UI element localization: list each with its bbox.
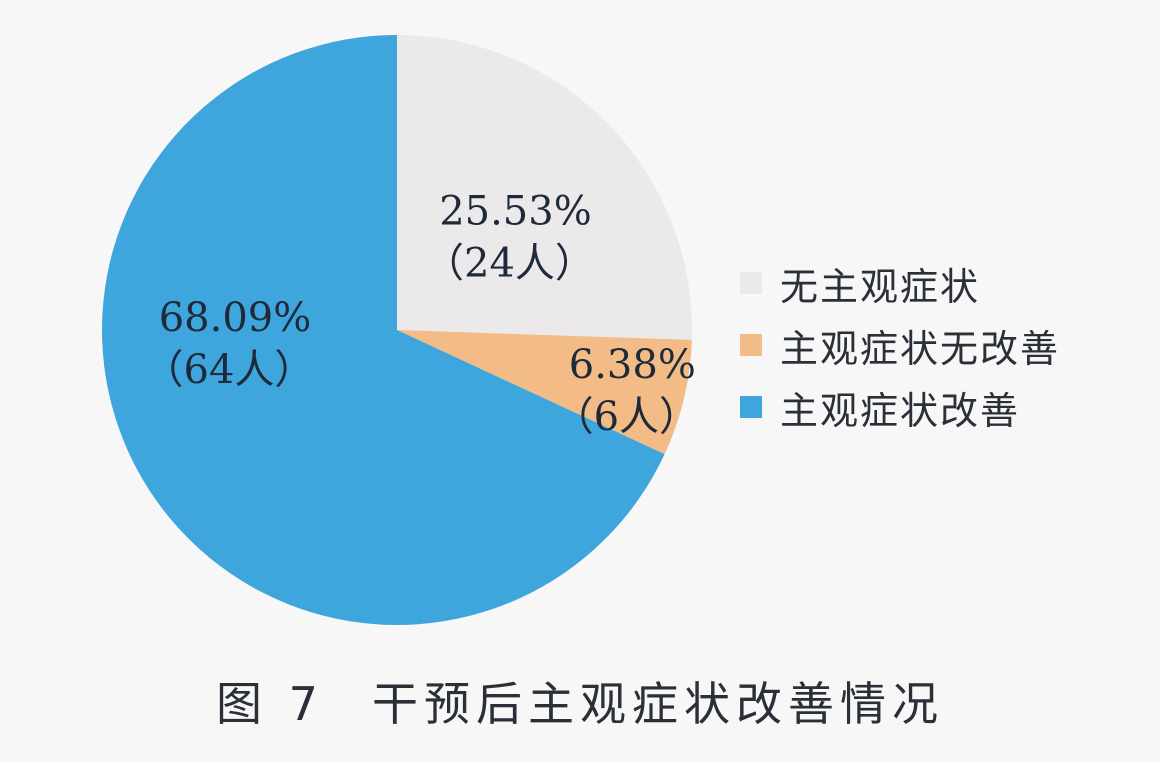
pie-labels: 25.53% （24人） 6.38% （6人） 68.09% （64人）	[144, 189, 699, 441]
slice-percent-label-no-symptom: 25.53%	[439, 189, 592, 235]
legend-item-no-symptom: 无主观症状	[740, 252, 1060, 314]
figure-number: 图 7	[216, 677, 324, 731]
legend-label-improved: 主观症状改善	[780, 388, 1021, 433]
slice-count-label-no-symptom: （24人）	[424, 241, 595, 287]
legend-item-improved: 主观症状改善	[740, 376, 1060, 438]
chart-title: 干预后主观症状改善情况	[371, 677, 944, 731]
pie-slice-improved	[102, 35, 665, 626]
slice-count-label-no-improvement: （6人）	[554, 394, 699, 440]
legend-swatch-improved	[740, 396, 762, 418]
slice-percent-label-improved: 68.09%	[159, 295, 312, 341]
slice-percent-label-no-improvement: 6.38%	[569, 342, 696, 388]
pie-slices	[102, 35, 692, 626]
legend-label-no-symptom: 无主观症状	[780, 264, 981, 309]
slice-count-label-improved: （64人）	[144, 347, 315, 393]
pie-slice-no-improvement	[397, 330, 692, 455]
legend-swatch-no-symptom	[740, 272, 762, 294]
legend: 无主观症状 主观症状无改善 主观症状改善	[740, 252, 1060, 438]
pie-slice-no-symptom	[397, 35, 692, 340]
legend-label-no-improvement: 主观症状无改善	[780, 326, 1061, 371]
figure-caption: 图 7 干预后主观症状改善情况	[0, 668, 1160, 734]
legend-swatch-no-improvement	[740, 334, 762, 356]
legend-item-no-improvement: 主观症状无改善	[740, 314, 1060, 376]
